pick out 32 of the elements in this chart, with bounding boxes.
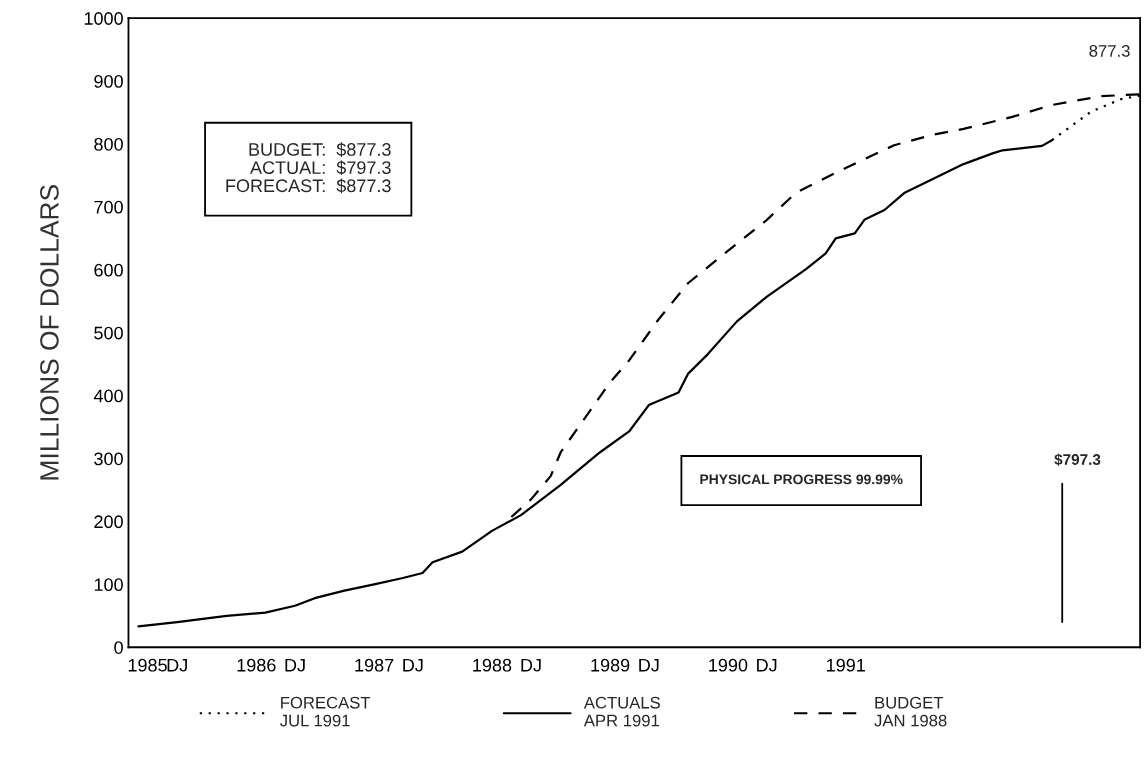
y-tick-label: 0 [114, 641, 123, 654]
x-tick-label: 1990 [709, 658, 748, 672]
annotation: $797.3 [1054, 453, 1101, 466]
x-tick-label: DJ [167, 659, 187, 672]
y-axis-title: MILLIONS OF DOLLARS [40, 185, 59, 480]
y-tick-label: 400 [93, 389, 123, 403]
x-tick-label: 1987 [355, 658, 394, 672]
x-tick-label: DJ [757, 659, 777, 672]
x-tick-label: 1986 [237, 658, 276, 672]
y-tick-label: 300 [94, 452, 123, 466]
annotation: PHYSICAL PROGRESS 99.99% [700, 474, 903, 485]
x-tick-label: DJ [639, 659, 659, 672]
x-tick-label: DJ [403, 659, 423, 672]
legend-label: BUDGET JAN 1988 [874, 696, 947, 727]
x-tick-label: 1988 [473, 658, 512, 672]
y-tick-label: 500 [94, 326, 123, 340]
x-tick-label: 1985 [128, 658, 167, 672]
y-tick-label: 900 [94, 75, 123, 88]
x-tick-label: DJ [521, 659, 541, 672]
y-tick-label: 600 [94, 263, 123, 277]
legend-label: FORECAST JUL 1991 [280, 696, 371, 727]
x-tick-label: DJ [285, 659, 305, 672]
y-tick-label: 1000 [84, 12, 123, 25]
y-tick-label: 700 [94, 200, 123, 214]
legend-label: ACTUALS APR 1991 [583, 696, 660, 727]
y-tick-label: 200 [94, 515, 123, 529]
annotation: 877.3 [1089, 45, 1130, 57]
y-tick-label: 100 [94, 578, 123, 592]
annotation: BUDGET: $877.3 ACTUAL: $797.3 FORECAST: $877.3 [226, 142, 391, 194]
x-tick-label: 1989 [591, 658, 630, 672]
x-tick-label: 1991 [827, 658, 865, 672]
y-tick-label: 800 [94, 137, 123, 151]
